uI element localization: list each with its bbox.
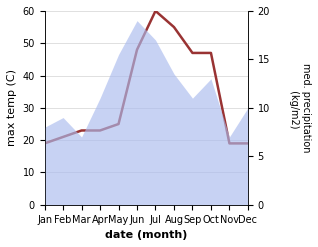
X-axis label: date (month): date (month) <box>105 230 187 240</box>
Y-axis label: max temp (C): max temp (C) <box>7 69 17 146</box>
Y-axis label: med. precipitation
 (kg/m2): med. precipitation (kg/m2) <box>289 63 311 153</box>
